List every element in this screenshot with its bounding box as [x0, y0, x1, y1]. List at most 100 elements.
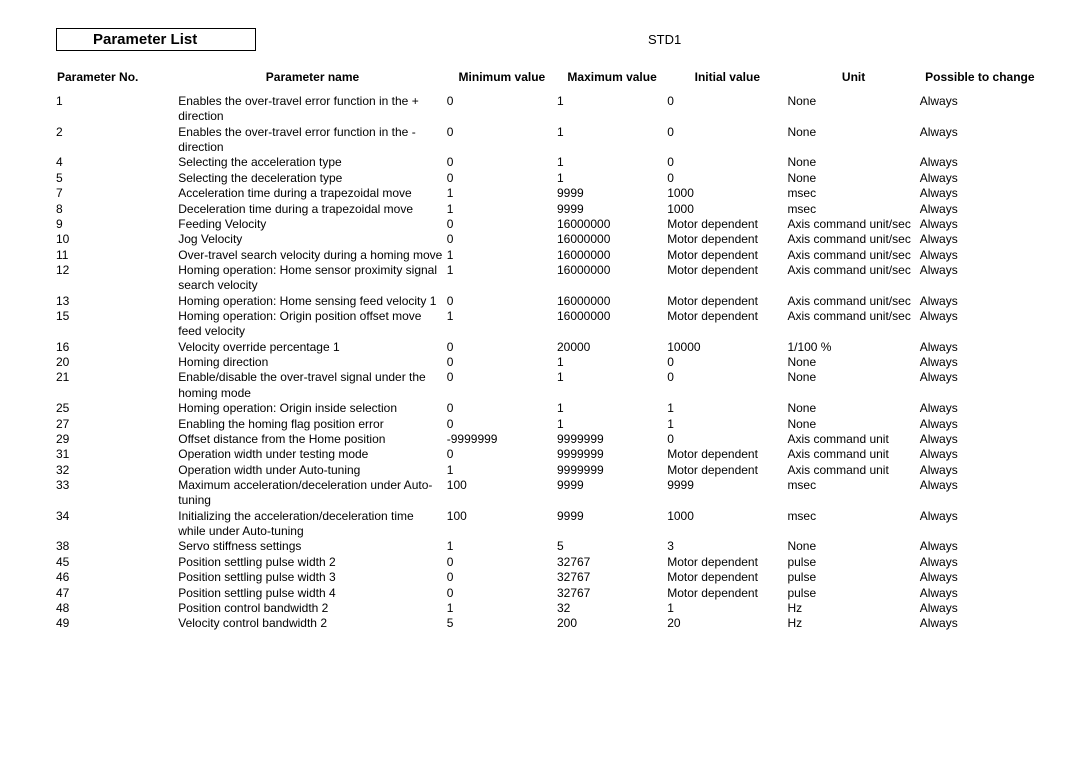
cell-poss: Always	[920, 463, 1040, 478]
cell-max: 9999999	[557, 463, 667, 478]
col-parameter-no: Parameter No.	[56, 69, 178, 94]
cell-max: 1	[557, 417, 667, 432]
cell-no: 47	[56, 586, 178, 601]
cell-name: Servo stiffness settings	[178, 539, 447, 554]
cell-no: 20	[56, 355, 178, 370]
cell-unit: None	[787, 155, 919, 170]
cell-poss: Always	[920, 509, 1040, 540]
cell-unit: Axis command unit	[787, 447, 919, 462]
cell-name: Deceleration time during a trapezoidal m…	[178, 202, 447, 217]
cell-min: 0	[447, 155, 557, 170]
cell-poss: Always	[920, 539, 1040, 554]
cell-init: Motor dependent	[667, 570, 787, 585]
cell-poss: Always	[920, 432, 1040, 447]
cell-unit: Axis command unit/sec	[787, 294, 919, 309]
cell-min: 0	[447, 370, 557, 401]
table-body: 1Enables the over-travel error function …	[56, 94, 1040, 632]
cell-max: 16000000	[557, 232, 667, 247]
cell-max: 1	[557, 94, 667, 125]
cell-max: 9999	[557, 478, 667, 509]
cell-max: 1	[557, 155, 667, 170]
cell-poss: Always	[920, 586, 1040, 601]
cell-init: 0	[667, 125, 787, 156]
cell-init: Motor dependent	[667, 586, 787, 601]
cell-init: 1	[667, 417, 787, 432]
cell-no: 1	[56, 94, 178, 125]
cell-init: Motor dependent	[667, 447, 787, 462]
cell-init: Motor dependent	[667, 217, 787, 232]
cell-name: Over-travel search velocity during a hom…	[178, 248, 447, 263]
cell-name: Initializing the acceleration/decelerati…	[178, 509, 447, 540]
cell-max: 32767	[557, 586, 667, 601]
cell-poss: Always	[920, 417, 1040, 432]
cell-name: Operation width under Auto-tuning	[178, 463, 447, 478]
cell-no: 29	[56, 432, 178, 447]
cell-unit: Axis command unit/sec	[787, 248, 919, 263]
cell-no: 31	[56, 447, 178, 462]
cell-max: 200	[557, 616, 667, 631]
cell-max: 9999999	[557, 447, 667, 462]
cell-name: Enable/disable the over-travel signal un…	[178, 370, 447, 401]
cell-init: Motor dependent	[667, 294, 787, 309]
cell-unit: Hz	[787, 616, 919, 631]
table-row: 1Enables the over-travel error function …	[56, 94, 1040, 125]
cell-no: 49	[56, 616, 178, 631]
cell-unit: None	[787, 539, 919, 554]
cell-max: 32	[557, 601, 667, 616]
cell-name: Position control bandwidth 2	[178, 601, 447, 616]
table-row: 7Acceleration time during a trapezoidal …	[56, 186, 1040, 201]
cell-poss: Always	[920, 155, 1040, 170]
cell-poss: Always	[920, 202, 1040, 217]
table-row: 31Operation width under testing mode0999…	[56, 447, 1040, 462]
cell-no: 27	[56, 417, 178, 432]
parameter-table: Parameter No. Parameter name Minimum val…	[56, 69, 1040, 632]
cell-unit: msec	[787, 509, 919, 540]
cell-min: 1	[447, 309, 557, 340]
cell-init: 20	[667, 616, 787, 631]
table-row: 32Operation width under Auto-tuning19999…	[56, 463, 1040, 478]
cell-poss: Always	[920, 478, 1040, 509]
cell-max: 32767	[557, 570, 667, 585]
table-row: 27Enabling the homing flag position erro…	[56, 417, 1040, 432]
cell-poss: Always	[920, 601, 1040, 616]
cell-init: 0	[667, 94, 787, 125]
cell-max: 9999	[557, 202, 667, 217]
cell-min: -9999999	[447, 432, 557, 447]
cell-unit: pulse	[787, 570, 919, 585]
cell-no: 21	[56, 370, 178, 401]
table-row: 25Homing operation: Origin inside select…	[56, 401, 1040, 416]
table-row: 21Enable/disable the over-travel signal …	[56, 370, 1040, 401]
cell-init: 1000	[667, 186, 787, 201]
cell-init: Motor dependent	[667, 463, 787, 478]
cell-init: 3	[667, 539, 787, 554]
cell-poss: Always	[920, 94, 1040, 125]
cell-init: 0	[667, 171, 787, 186]
cell-no: 13	[56, 294, 178, 309]
cell-min: 0	[447, 570, 557, 585]
table-row: 33Maximum acceleration/deceleration unde…	[56, 478, 1040, 509]
table-row: 13Homing operation: Home sensing feed ve…	[56, 294, 1040, 309]
cell-init: Motor dependent	[667, 248, 787, 263]
cell-name: Position settling pulse width 2	[178, 555, 447, 570]
cell-poss: Always	[920, 217, 1040, 232]
table-row: 29Offset distance from the Home position…	[56, 432, 1040, 447]
cell-name: Selecting the acceleration type	[178, 155, 447, 170]
cell-max: 9999	[557, 509, 667, 540]
cell-unit: Axis command unit/sec	[787, 263, 919, 294]
table-row: 45Position settling pulse width 2032767M…	[56, 555, 1040, 570]
cell-min: 0	[447, 294, 557, 309]
cell-max: 1	[557, 171, 667, 186]
table-row: 48Position control bandwidth 21321HzAlwa…	[56, 601, 1040, 616]
cell-min: 0	[447, 94, 557, 125]
cell-name: Enabling the homing flag position error	[178, 417, 447, 432]
cell-min: 5	[447, 616, 557, 631]
cell-name: Acceleration time during a trapezoidal m…	[178, 186, 447, 201]
cell-name: Selecting the deceleration type	[178, 171, 447, 186]
table-row: 34Initializing the acceleration/decelera…	[56, 509, 1040, 540]
cell-no: 12	[56, 263, 178, 294]
cell-max: 16000000	[557, 263, 667, 294]
cell-min: 1	[447, 601, 557, 616]
table-row: 2Enables the over-travel error function …	[56, 125, 1040, 156]
cell-min: 0	[447, 125, 557, 156]
col-unit: Unit	[787, 69, 919, 94]
